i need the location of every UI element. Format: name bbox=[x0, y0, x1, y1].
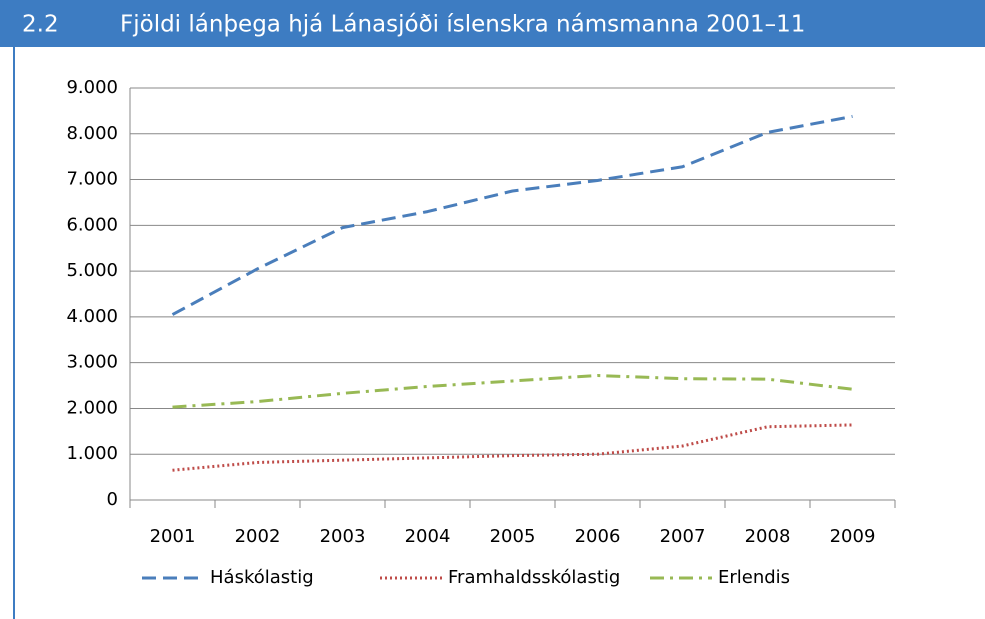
x-tick-label: 2003 bbox=[320, 526, 366, 547]
y-tick-label: 2.000 bbox=[66, 397, 118, 418]
y-tick-label: 1.000 bbox=[66, 443, 118, 464]
y-tick-label: 3.000 bbox=[66, 352, 118, 373]
series-line bbox=[171, 114, 853, 316]
x-tick-label: 2007 bbox=[660, 526, 706, 547]
legend-label: Háskólastig bbox=[210, 567, 314, 588]
y-tick-label: 0 bbox=[107, 489, 118, 510]
y-tick-label: 8.000 bbox=[66, 123, 118, 144]
x-tick-label: 2001 bbox=[150, 526, 196, 547]
y-tick-label: 9.000 bbox=[66, 77, 118, 98]
header-number: 2.2 bbox=[22, 12, 59, 38]
x-tick-label: 2009 bbox=[830, 526, 876, 547]
header-title: Fjöldi lánþega hjá Lánasjóði íslenskra n… bbox=[120, 12, 805, 38]
legend-label: Framhaldsskólastig bbox=[448, 567, 620, 588]
x-tick-label: 2002 bbox=[235, 526, 281, 547]
legend-label: Erlendis bbox=[718, 567, 790, 588]
x-tick-label: 2008 bbox=[745, 526, 791, 547]
y-tick-label: 6.000 bbox=[66, 214, 118, 235]
x-tick-label: 2004 bbox=[405, 526, 451, 547]
y-tick-label: 7.000 bbox=[66, 169, 118, 190]
y-tick-label: 4.000 bbox=[66, 306, 118, 327]
y-tick-label: 5.000 bbox=[66, 260, 118, 281]
header-band bbox=[0, 0, 985, 47]
x-tick-label: 2005 bbox=[490, 526, 536, 547]
x-tick-label: 2006 bbox=[575, 526, 621, 547]
series-line bbox=[172, 423, 853, 472]
series-line bbox=[172, 373, 853, 409]
